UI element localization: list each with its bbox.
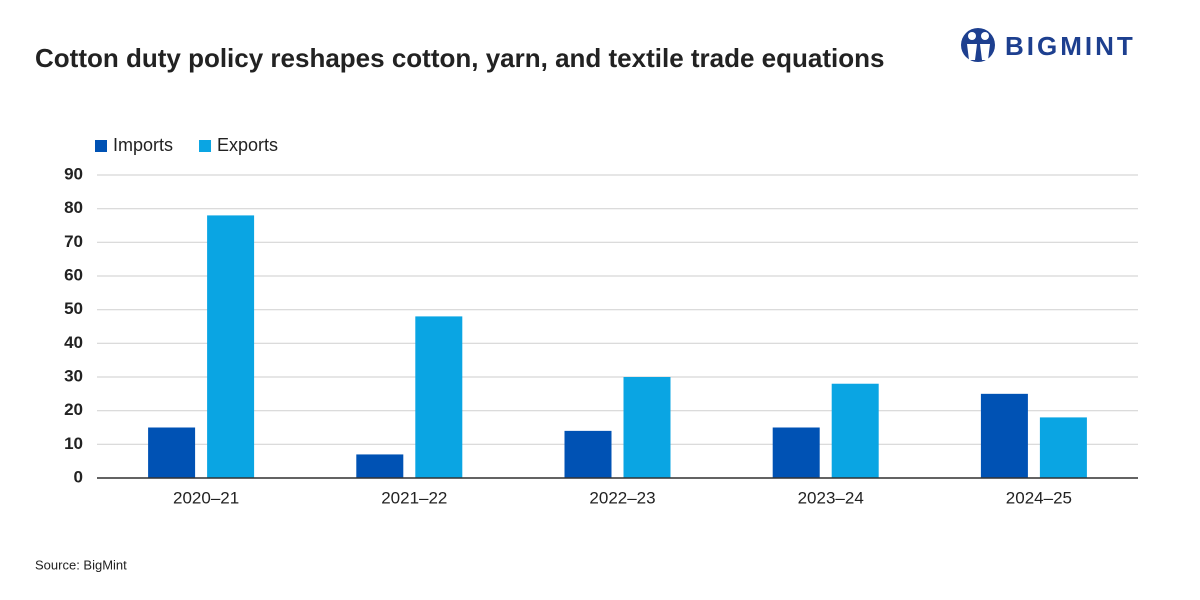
y-tick-label: 90 — [64, 164, 83, 183]
logo-icon — [961, 28, 995, 62]
logo-text: BIGMINT — [1005, 31, 1136, 61]
legend-swatch — [199, 140, 212, 152]
x-tick-label: 2024–25 — [1006, 488, 1072, 507]
source-note: Source: BigMint — [35, 557, 127, 572]
y-tick-label: 70 — [64, 232, 83, 251]
legend-label: Imports — [113, 135, 173, 155]
bar — [772, 427, 820, 478]
legend-label: Exports — [217, 135, 278, 155]
bar — [564, 430, 612, 478]
x-tick-label: 2021–22 — [381, 488, 447, 507]
x-tick-label: 2022–23 — [589, 488, 655, 507]
y-tick-label: 60 — [64, 265, 83, 284]
chart-title: Cotton duty policy reshapes cotton, yarn… — [35, 43, 884, 73]
bar — [980, 393, 1028, 478]
x-tick-label: 2023–24 — [798, 488, 864, 507]
bar — [831, 383, 879, 478]
y-tick-label: 30 — [64, 366, 83, 385]
y-tick-label: 10 — [64, 434, 83, 453]
bar — [415, 316, 463, 478]
legend-swatch — [95, 140, 107, 152]
bar — [148, 427, 196, 478]
y-tick-label: 50 — [64, 299, 83, 318]
bar — [207, 215, 255, 478]
y-tick-label: 80 — [64, 198, 83, 217]
bar — [1039, 417, 1087, 478]
bar — [356, 454, 404, 478]
y-tick-label: 40 — [64, 333, 83, 352]
y-tick-label: 0 — [74, 467, 83, 486]
y-tick-label: 20 — [64, 400, 83, 419]
x-tick-label: 2020–21 — [173, 488, 239, 507]
bar — [623, 377, 671, 478]
